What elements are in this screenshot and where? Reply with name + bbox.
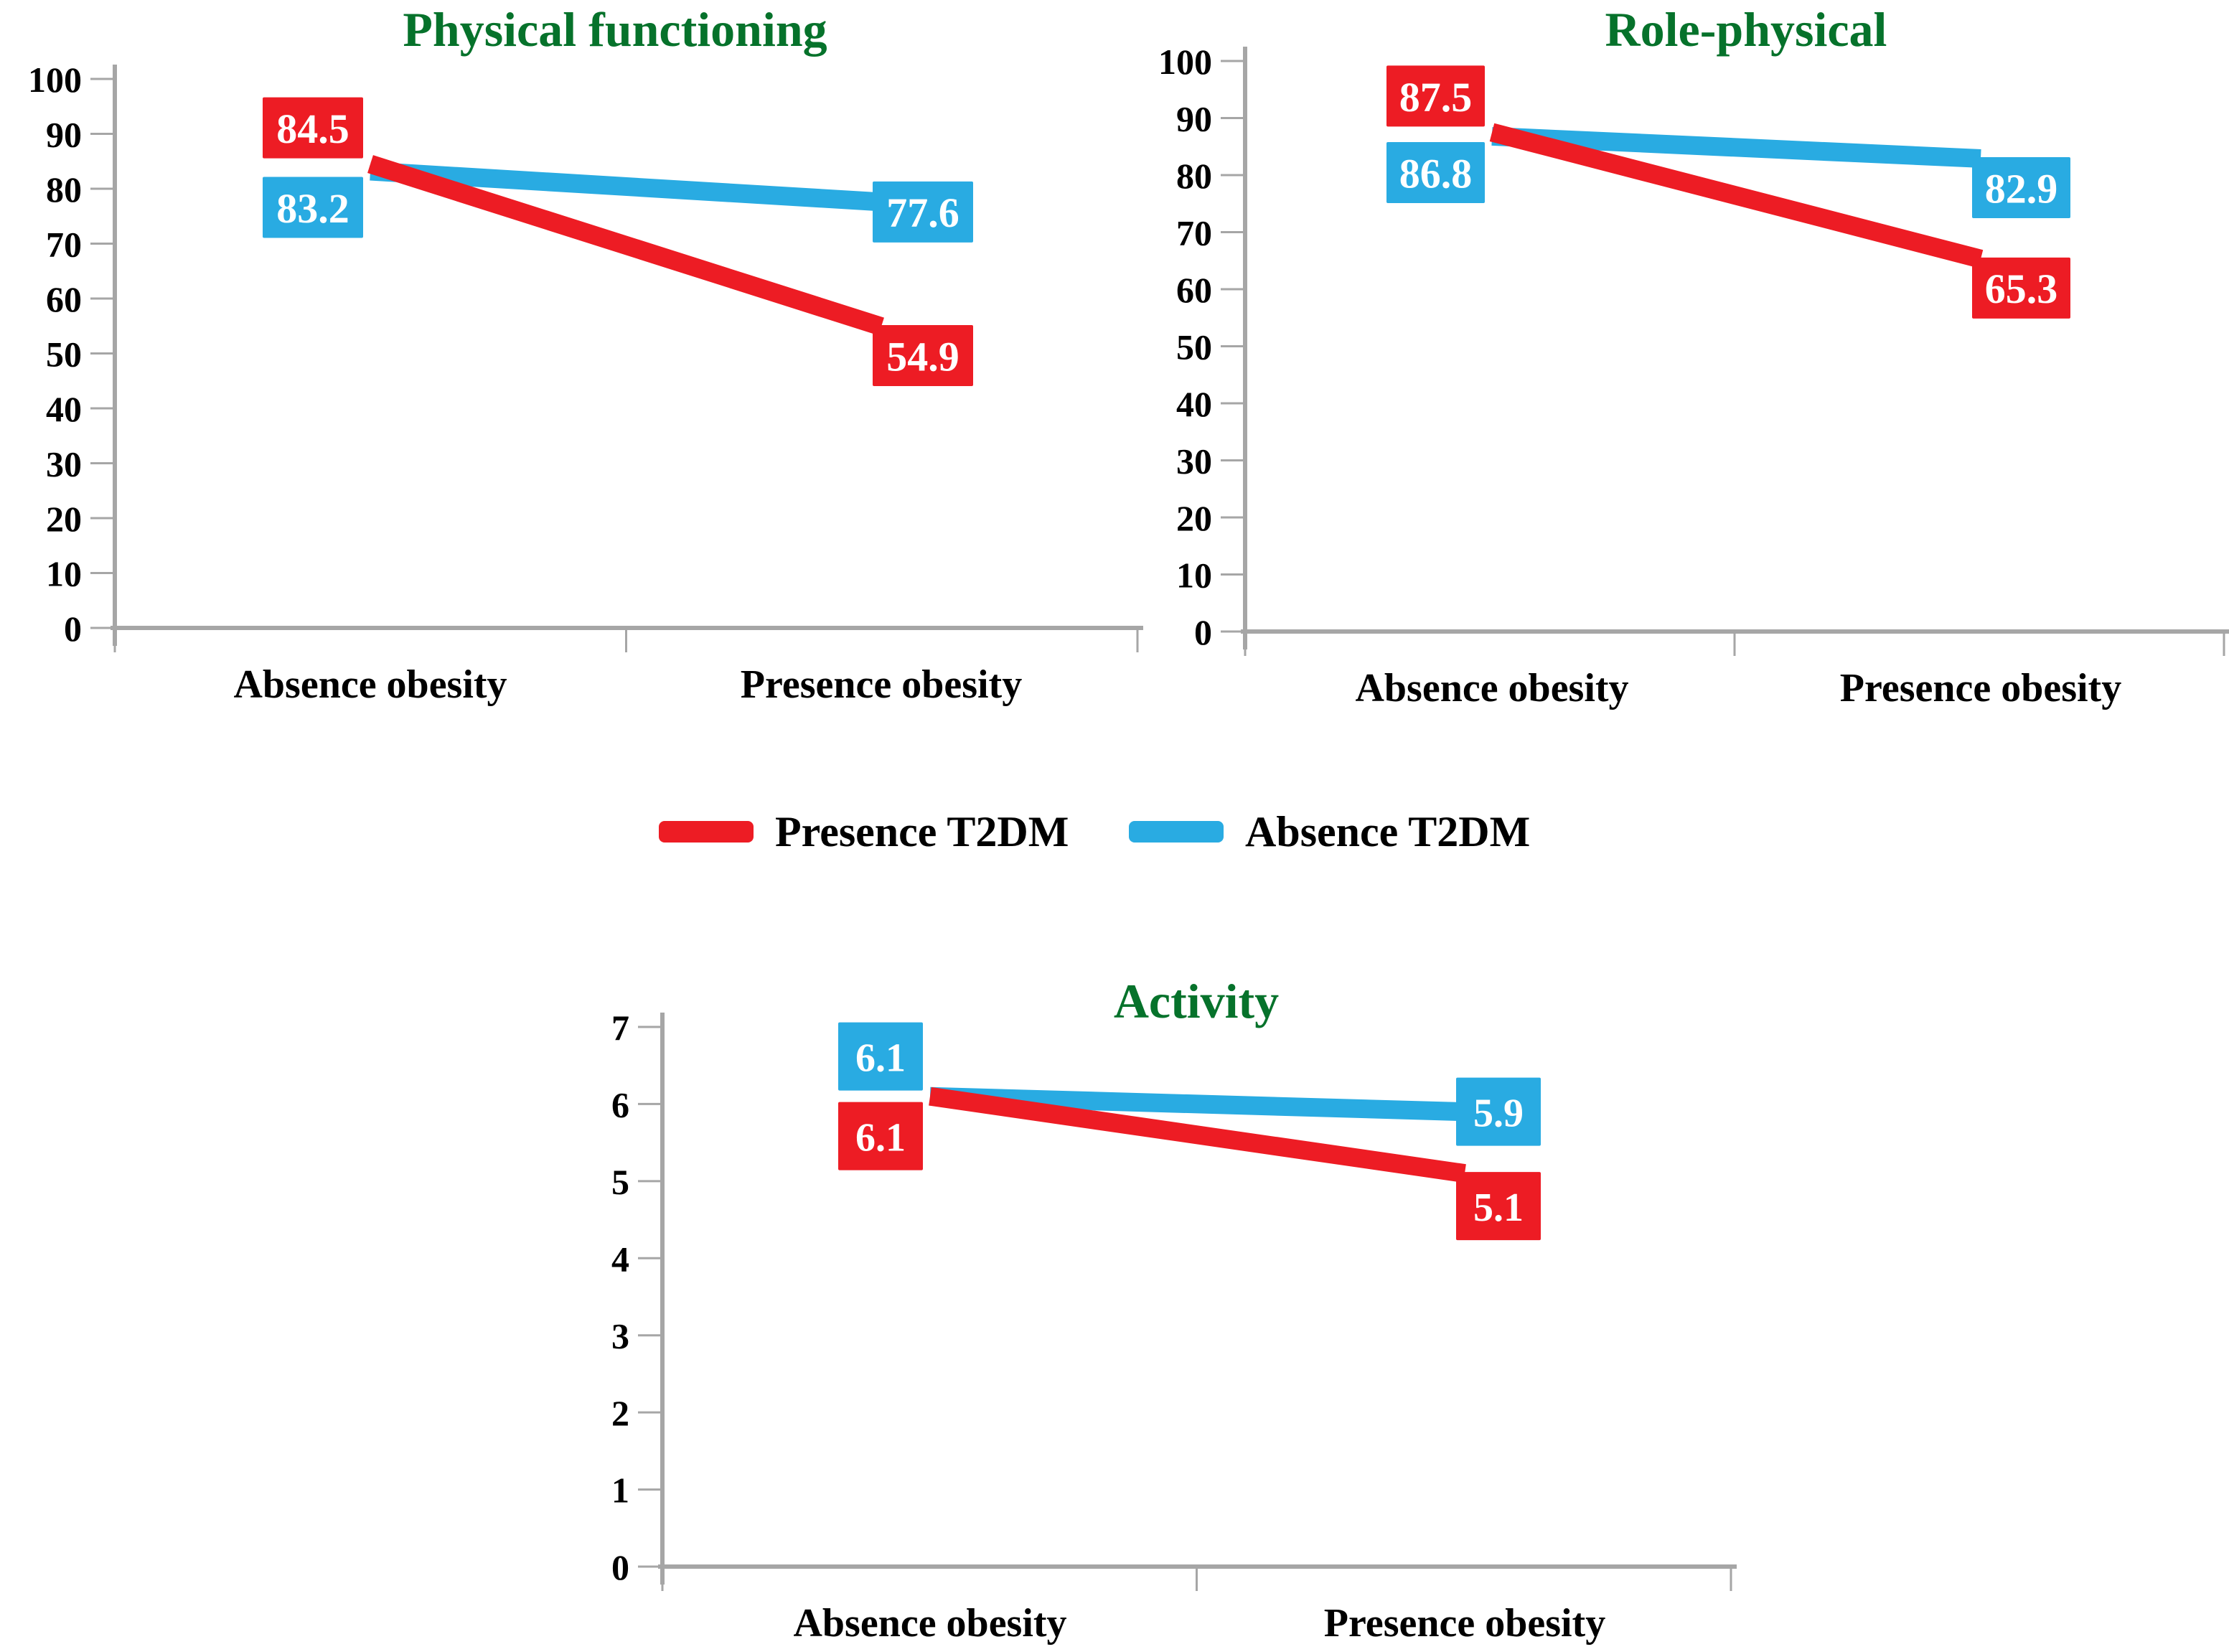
y-tick-label: 7	[611, 1008, 629, 1048]
data-label-box-presence-t2dm	[873, 325, 973, 387]
data-label-box-absence-t2dm	[838, 1022, 923, 1091]
x-category-label: Presence obesity	[1839, 666, 2122, 710]
data-label-value: 87.5	[1399, 74, 1473, 121]
y-tick-label: 80	[46, 169, 82, 210]
y-tick-label: 20	[46, 499, 82, 539]
data-label-value: 83.2	[276, 185, 349, 232]
series-line-presence-t2dm	[929, 1087, 1466, 1183]
y-tick-label: 20	[1176, 498, 1212, 538]
data-label-box-presence-t2dm	[1972, 257, 2070, 319]
y-tick-label: 40	[1176, 384, 1212, 424]
series-line-absence-t2dm	[1491, 126, 1981, 168]
y-tick-label: 30	[1176, 441, 1212, 482]
y-tick-label: 70	[1176, 213, 1212, 253]
y-tick-label: 100	[28, 60, 82, 100]
y-tick-label: 0	[1194, 612, 1212, 652]
y-tick-label: 60	[1176, 270, 1212, 310]
x-category-label: Presence obesity	[1323, 1601, 1606, 1646]
data-label-box-presence-t2dm	[1456, 1172, 1541, 1241]
legend-label: Absence T2DM	[1245, 807, 1531, 855]
series-line-presence-t2dm	[367, 155, 884, 336]
data-label-box-absence-t2dm	[1972, 156, 2070, 218]
y-tick-label: 100	[1158, 42, 1212, 82]
legend-item-absence-t2dm: Absence T2DM	[1129, 807, 1531, 855]
data-label-box-absence-t2dm	[263, 177, 363, 238]
data-label-value: 5.1	[1473, 1186, 1524, 1230]
data-label-box-presence-t2dm	[1386, 65, 1485, 127]
data-label-box-presence-t2dm	[838, 1102, 923, 1170]
legend-item-presence-t2dm: Presence T2DM	[659, 807, 1069, 855]
series-line-presence-t2dm	[1489, 123, 1984, 268]
chart-title-activity: Activity	[1113, 974, 1280, 1028]
x-category-label: Absence obesity	[793, 1601, 1067, 1646]
series-line-absence-t2dm	[370, 161, 882, 212]
legend-swatch-presence-t2dm	[659, 821, 754, 843]
y-tick-label: 10	[1176, 555, 1212, 596]
data-label-box-absence-t2dm	[1456, 1077, 1541, 1146]
chart-title-physical-functioning: Physical functioning	[403, 2, 827, 57]
data-label-box-presence-t2dm	[263, 97, 363, 159]
y-tick-label: 2	[611, 1393, 629, 1433]
data-label-value: 84.5	[276, 105, 349, 152]
y-tick-label: 50	[46, 334, 82, 375]
data-label-value: 65.3	[1985, 266, 2058, 312]
x-category-label: Absence obesity	[233, 662, 507, 707]
y-tick-label: 70	[46, 225, 82, 265]
y-tick-label: 0	[64, 609, 82, 649]
y-tick-label: 1	[611, 1470, 629, 1511]
data-label-value: 82.9	[1985, 165, 2058, 212]
data-label-box-absence-t2dm	[1386, 141, 1485, 203]
chart-title-role-physical: Role-physical	[1605, 2, 1887, 57]
legend-label: Presence T2DM	[775, 807, 1069, 855]
data-label-value: 5.9	[1473, 1091, 1524, 1135]
data-label-value: 6.1	[855, 1036, 906, 1080]
y-tick-label: 30	[46, 444, 82, 484]
y-tick-label: 5	[611, 1162, 629, 1202]
series-line-absence-t2dm	[929, 1087, 1465, 1122]
y-tick-label: 60	[46, 279, 82, 319]
y-tick-label: 90	[1176, 99, 1212, 139]
data-label-value: 77.6	[886, 189, 959, 236]
data-label-value: 86.8	[1399, 150, 1473, 197]
y-tick-label: 90	[46, 115, 82, 155]
y-tick-label: 3	[611, 1316, 629, 1356]
y-tick-label: 40	[46, 389, 82, 429]
y-tick-label: 4	[611, 1239, 629, 1279]
legend-swatch-absence-t2dm	[1129, 821, 1224, 843]
x-category-label: Absence obesity	[1355, 666, 1629, 710]
y-tick-label: 0	[611, 1547, 629, 1587]
y-tick-label: 50	[1176, 327, 1212, 367]
y-tick-label: 10	[46, 554, 82, 594]
data-label-value: 6.1	[855, 1115, 906, 1160]
y-tick-label: 6	[611, 1084, 629, 1125]
x-category-label: Presence obesity	[740, 662, 1023, 707]
data-label-value: 54.9	[886, 333, 959, 380]
data-label-box-absence-t2dm	[873, 181, 973, 243]
y-tick-label: 80	[1176, 156, 1212, 196]
